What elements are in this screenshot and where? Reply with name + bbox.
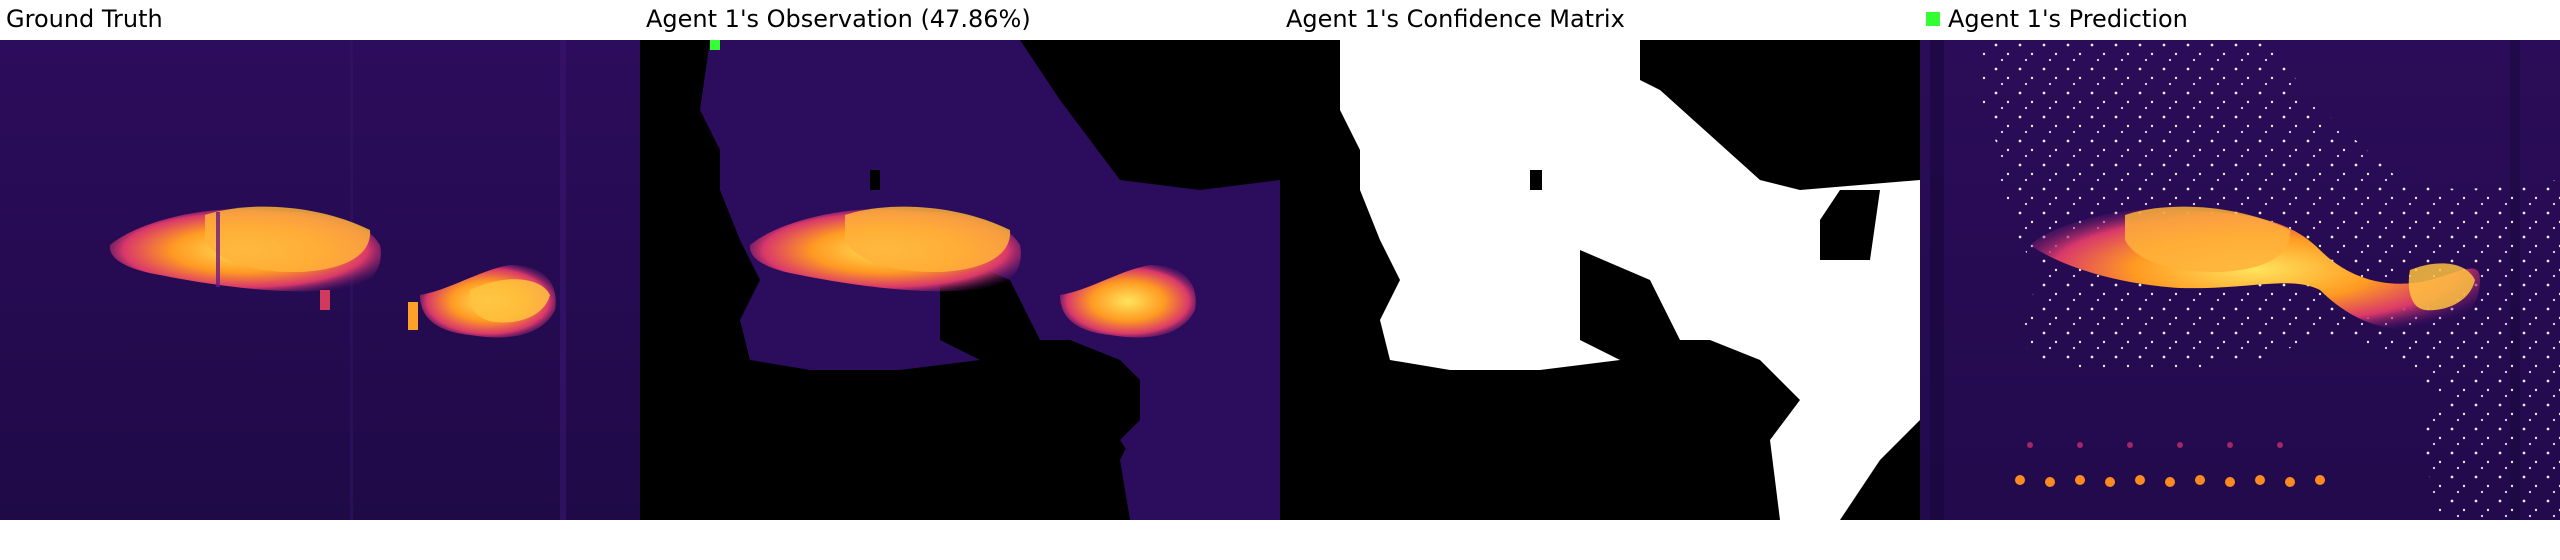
observation-panel: Agent 1's Observation (47.86%)	[640, 0, 1280, 560]
confidence-panel: Agent 1's Confidence Matrix	[1280, 0, 1920, 560]
observation-title: Agent 1's Observation (47.86%)	[646, 2, 1031, 36]
confidence-title: Agent 1's Confidence Matrix	[1286, 2, 1625, 36]
legend-swatch-icon	[1926, 12, 1940, 26]
prediction-title: Agent 1's Prediction	[1926, 2, 2188, 36]
prediction-image	[1920, 40, 2560, 520]
prediction-title-text: Agent 1's Prediction	[1948, 5, 2188, 33]
ground-truth-title-text: Ground Truth	[6, 5, 163, 33]
observation-image	[640, 40, 1280, 520]
prediction-panel: Agent 1's Prediction	[1920, 0, 2560, 560]
ground-truth-title: Ground Truth	[6, 2, 163, 36]
confidence-image	[1280, 40, 1920, 520]
ground-truth-panel: Ground Truth	[0, 0, 640, 560]
ground-truth-image	[0, 40, 640, 520]
observation-title-text: Agent 1's Observation (47.86%)	[646, 5, 1031, 33]
agent-marker	[710, 40, 720, 50]
confidence-title-text: Agent 1's Confidence Matrix	[1286, 5, 1625, 33]
